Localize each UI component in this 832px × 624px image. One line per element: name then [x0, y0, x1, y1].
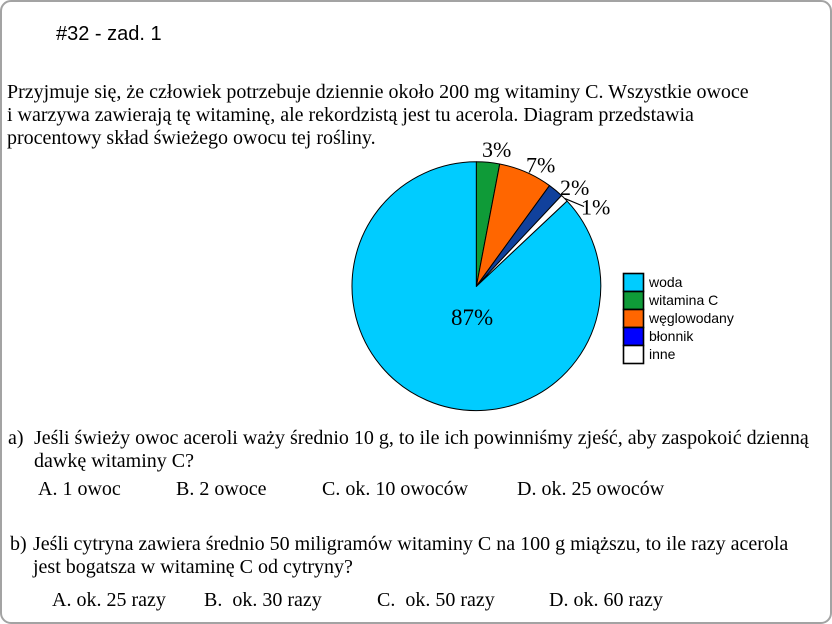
- svg-text:2%: 2%: [560, 175, 589, 200]
- svg-text:inne: inne: [649, 346, 676, 362]
- svg-text:1%: 1%: [581, 195, 610, 220]
- svg-text:7%: 7%: [526, 153, 555, 178]
- svg-text:woda: woda: [648, 274, 683, 290]
- svg-text:błonnik: błonnik: [649, 328, 694, 344]
- svg-text:węglowodany: węglowodany: [648, 310, 734, 326]
- svg-text:87%: 87%: [451, 305, 493, 330]
- svg-text:witamina C: witamina C: [648, 292, 718, 308]
- svg-text:3%: 3%: [482, 137, 511, 162]
